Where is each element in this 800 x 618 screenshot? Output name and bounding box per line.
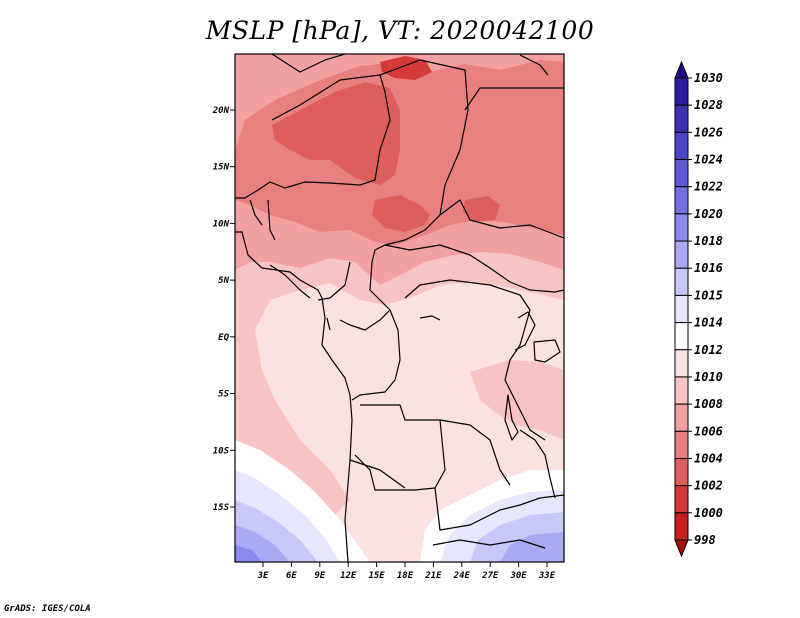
field-1004-1006 [272, 82, 400, 185]
lat-label: 15S [213, 503, 230, 513]
colorbar-label: 1010 [694, 370, 723, 384]
colorbar-label: 1016 [694, 261, 723, 275]
colorbar-label: 1015 [694, 288, 723, 302]
colorbar-label: 1020 [694, 207, 723, 221]
colorbar-swatch [674, 485, 689, 514]
colorbar-swatch [674, 77, 689, 106]
lon-label: 12E [340, 571, 357, 581]
colorbar-swatch [674, 322, 689, 351]
lat-label: 15N [213, 163, 230, 173]
field-1004-1006-b [372, 195, 430, 232]
colorbar-swatch [674, 186, 689, 215]
colorbar-label: 1002 [694, 479, 723, 493]
colorbar-swatch [674, 159, 689, 188]
colorbar-label: 1026 [694, 125, 723, 139]
map-title: MSLP [hPa], VT: 2020042100 [205, 16, 595, 45]
field-1010-1012-east [470, 360, 564, 440]
colorbar-swatch [674, 131, 689, 161]
colorbar-label: 1022 [694, 180, 723, 194]
colorbar-label: 1028 [694, 98, 723, 112]
lat-label: 20N [212, 106, 230, 116]
coastlines-and-borders [235, 54, 564, 562]
colorbar-max-triangle [674, 60, 689, 79]
colorbar-swatch [674, 267, 689, 296]
field-1004-1006-c [463, 196, 500, 222]
colorbar-label: 1000 [694, 506, 723, 520]
colorbar-min-triangle [674, 539, 689, 558]
colorbar-swatch [674, 430, 689, 459]
lon-label: 30E [509, 571, 527, 581]
colorbar-swatch [674, 213, 689, 242]
colorbar-label: 1006 [694, 424, 723, 438]
longitude-axis: 3E 6E 9E 12E 15E 18E 21E 24E 27E 30E 33E [257, 562, 556, 581]
lon-label: 18E [397, 571, 414, 581]
colorbar-label: 1024 [694, 153, 723, 167]
lon-label: 6E [286, 571, 297, 581]
map-frame [234, 53, 565, 563]
colorbar-label: 1014 [694, 316, 723, 330]
lat-label: 5S [218, 390, 229, 400]
lon-label: 3E [257, 571, 269, 581]
field-1020-1022 [235, 545, 262, 562]
colorbar-label: 1012 [694, 343, 723, 357]
lat-label: 10N [213, 219, 230, 229]
colorbar-swatch [674, 403, 689, 432]
colorbar-legend: 1030 1028 1026 1024 1022 1020 1018 1016 1015 1014… [674, 60, 723, 558]
colorbar-swatch [674, 376, 689, 405]
colorbar-swatch [674, 512, 689, 541]
colorbar-swatch [674, 294, 689, 324]
pressure-field [235, 54, 564, 562]
lon-label: 27E [481, 571, 499, 581]
colorbar-swatch [674, 104, 689, 133]
lat-label: EQ [218, 333, 229, 343]
lon-label: 21E [424, 571, 442, 581]
colorbar-label: 1030 [694, 71, 723, 85]
colorbar-label: 1004 [694, 451, 723, 465]
lon-label: 24E [453, 571, 471, 581]
colorbar-swatch [674, 457, 689, 487]
lon-label: 33E [538, 571, 556, 581]
colorbar-swatch [674, 240, 689, 269]
colorbar-label: 1008 [694, 397, 723, 411]
colorbar-swatch [674, 349, 689, 378]
lon-label: 15E [368, 571, 385, 581]
latitude-axis: 20N 15N 10N 5N EQ 5S 10S 15S [212, 106, 235, 513]
colorbar-label: 998 [694, 533, 716, 547]
field-1002-1004 [380, 56, 432, 80]
colorbar-label: 1018 [694, 234, 723, 248]
lat-label: 10S [213, 446, 230, 456]
field-1018-1020-se [500, 532, 564, 562]
lon-label: 9E [314, 571, 325, 581]
grads-credit: GrADS: IGES/COLA [4, 604, 91, 614]
lat-label: 5N [218, 276, 229, 286]
